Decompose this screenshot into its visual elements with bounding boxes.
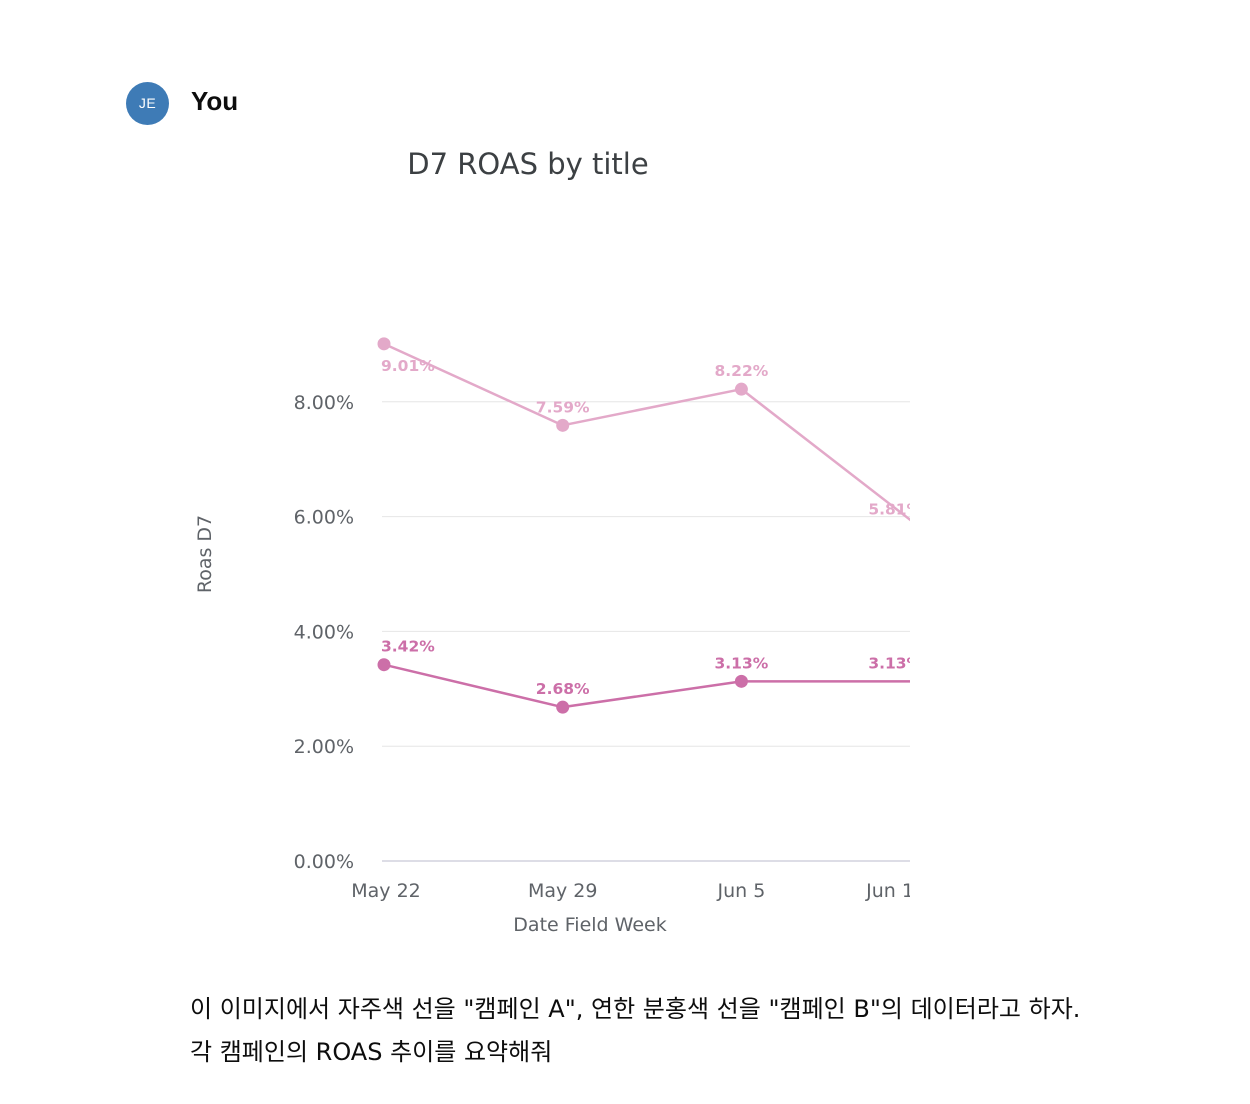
message-text: 이 이미지에서 자주색 선을 "캠페인 A", 연한 분홍색 선을 "캠페인 B… [190, 988, 1190, 1074]
y-tick-label: 6.00% [294, 507, 354, 529]
y-tick-label: 4.00% [294, 621, 354, 643]
data-label: 8.22% [715, 362, 769, 380]
data-label: 3.13% [868, 654, 910, 672]
x-tick-label: Jun 5 [716, 880, 765, 902]
attached-chart-image[interactable]: D7 ROAS by title 0.00% 2.00% 4.00% 6.00% 8.0… [190, 140, 910, 940]
data-point [556, 418, 570, 432]
x-axis-ticks: May 22 May 29 Jun 5 Jun 12 [351, 880, 910, 902]
y-axis-title: Roas D7 [194, 515, 216, 593]
y-tick-label: 8.00% [294, 392, 354, 414]
x-tick-label: May 22 [351, 880, 421, 902]
data-point [734, 674, 748, 688]
data-label: 9.01% [381, 357, 435, 375]
grid-lines [382, 401, 910, 862]
y-tick-label: 0.00% [294, 851, 354, 873]
data-point [556, 700, 570, 714]
author-name: You [191, 86, 239, 116]
data-label: 3.42% [381, 638, 435, 656]
series-line [383, 342, 910, 522]
data-label: 5.81% [868, 501, 910, 519]
data-point [377, 337, 391, 351]
x-tick-label: May 29 [528, 880, 598, 902]
data-label: 3.13% [715, 654, 769, 672]
line-chart: D7 ROAS by title 0.00% 2.00% 4.00% 6.00% 8.0… [194, 147, 910, 936]
data-label: 7.59% [536, 398, 590, 416]
data-labels: 9.01% 7.59% 8.22% 5.81% 3.42% 2.68% 3.13% 3.13% [381, 357, 910, 698]
message-line: 이 이미지에서 자주색 선을 "캠페인 A", 연한 분홍색 선을 "캠페인 B… [190, 995, 1081, 1023]
series-layer [377, 337, 910, 714]
data-point [734, 382, 748, 396]
y-tick-label: 2.00% [294, 736, 354, 758]
series-line [383, 663, 910, 709]
y-axis-ticks: 0.00% 2.00% 4.00% 6.00% 8.00% [294, 392, 354, 873]
x-tick-label: Jun 12 [865, 880, 910, 902]
x-axis-title: Date Field Week [513, 914, 666, 936]
data-label: 2.68% [536, 680, 590, 698]
message-line: 각 캠페인의 ROAS 추이를 요약해줘 [190, 1038, 553, 1066]
data-point [377, 658, 391, 672]
chart-title: D7 ROAS by title [407, 147, 648, 181]
avatar[interactable]: JE [126, 82, 169, 125]
